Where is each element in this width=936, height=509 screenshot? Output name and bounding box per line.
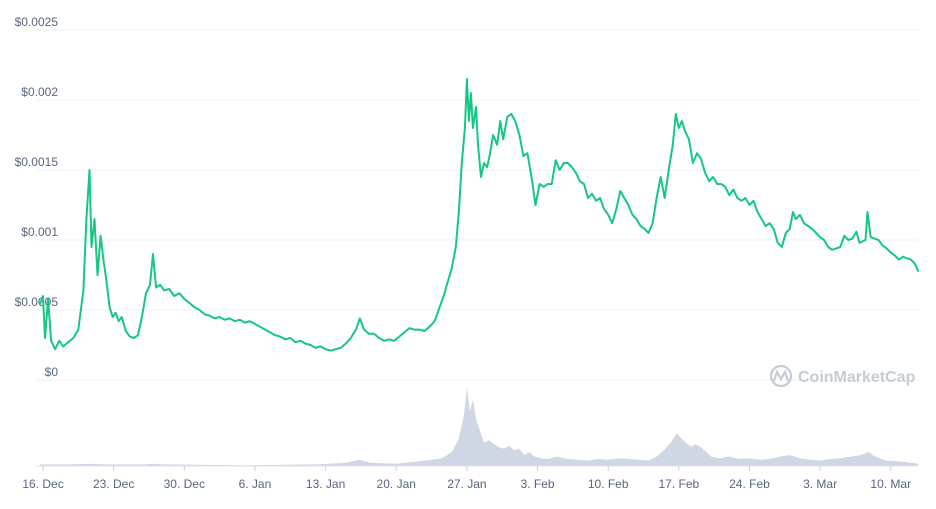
x-tick-label: 13. Jan xyxy=(306,477,345,491)
watermark-text: CoinMarketCap xyxy=(798,369,916,386)
x-tick-label: 17. Feb xyxy=(658,477,699,491)
x-tick-label: 27. Jan xyxy=(447,477,486,491)
y-tick-label: $0.0025 xyxy=(15,15,59,29)
y-tick-label: $0.002 xyxy=(21,85,58,99)
y-tick-label: $0.0005 xyxy=(15,295,59,309)
x-tick-label: 10. Feb xyxy=(588,477,629,491)
gridlines xyxy=(36,29,918,381)
coinmarketcap-watermark: CoinMarketCap xyxy=(769,364,916,388)
price-line xyxy=(39,78,919,352)
coinmarketcap-logo-icon xyxy=(769,364,793,388)
y-tick-label: $0.0015 xyxy=(15,155,59,169)
x-tick-label: 3. Feb xyxy=(521,477,555,491)
price-series xyxy=(39,78,919,352)
x-axis-ticks: 16. Dec 23. Dec 30. Dec 6. Jan 13. Jan 20. Ja… xyxy=(22,466,911,491)
volume-area-path xyxy=(40,388,918,466)
x-tick-label: 6. Jan xyxy=(239,477,272,491)
y-tick-label: $0 xyxy=(45,365,59,379)
x-tick-label: 16. Dec xyxy=(22,477,63,491)
x-tick-label: 24. Feb xyxy=(729,477,770,491)
x-tick-label: 10. Mar xyxy=(870,477,911,491)
x-tick-label: 30. Dec xyxy=(164,477,205,491)
y-tick-label: $0.001 xyxy=(21,225,58,239)
x-tick-label: 20. Jan xyxy=(377,477,416,491)
y-axis-ticks: $0 $0.0005 $0.001 $0.0015 $0.002 $0.0025 xyxy=(15,15,59,379)
x-tick-label: 3. Mar xyxy=(803,477,837,491)
volume-area xyxy=(36,388,918,467)
x-tick-label: 23. Dec xyxy=(93,477,134,491)
